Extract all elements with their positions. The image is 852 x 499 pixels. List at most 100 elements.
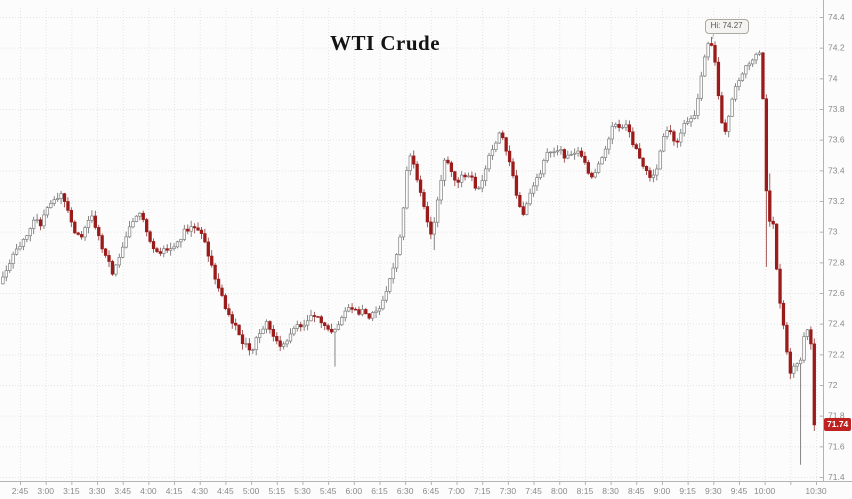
candle-body-down [627, 124, 632, 133]
candlestick [377, 305, 382, 316]
candlestick [590, 171, 594, 179]
candle-body-up [117, 256, 121, 266]
candlestick [333, 328, 337, 367]
candle-body-up [542, 160, 546, 175]
candlestick [644, 165, 649, 176]
candle-body-up [569, 153, 573, 156]
y-axis-tick-label: 73.2 [828, 196, 845, 206]
candlestick [90, 210, 94, 224]
candle-body-up [189, 226, 193, 232]
candle-body-down [771, 220, 775, 225]
grid-lines [0, 8, 823, 481]
candle-body-down [470, 175, 474, 178]
candle-body-up [124, 236, 128, 248]
candle-body-down [103, 248, 108, 256]
y-axis-tick-label: 72.6 [828, 288, 845, 298]
candlestick [69, 207, 74, 227]
candlestick [641, 157, 645, 169]
candle-body-up [566, 154, 570, 159]
candle-body-up [162, 248, 166, 254]
candlestick [429, 216, 433, 240]
candle-body-up [696, 97, 700, 116]
candle-body-up [792, 365, 796, 374]
candle-body-up [254, 337, 258, 351]
candle-body-up [699, 75, 703, 99]
x-axis-tick-label: 6:30 [397, 486, 414, 496]
candle-body-up [258, 333, 262, 339]
candlestick [227, 303, 231, 317]
x-axis-tick-label: 9:30 [705, 486, 722, 496]
candle-body-up [405, 170, 409, 209]
candle-body-down [774, 223, 779, 270]
candlestick [38, 217, 43, 231]
candle-body-down [216, 278, 221, 289]
candlestick [237, 324, 241, 336]
candle-body-down [227, 308, 231, 315]
candlestick [812, 338, 816, 431]
candlestick [418, 175, 423, 197]
candlestick [340, 315, 344, 327]
candle-body-up [134, 215, 139, 222]
candlestick [792, 363, 796, 378]
candlestick [93, 210, 97, 230]
candle-body-up [525, 203, 529, 215]
candle-body-up [466, 175, 471, 178]
candlestick [196, 222, 200, 231]
candlestick [4, 265, 8, 282]
candle-body-down [514, 175, 519, 196]
candlestick [442, 157, 447, 187]
candle-body-down [326, 325, 330, 330]
candle-body-up [374, 310, 378, 313]
candle-body-down [93, 215, 97, 228]
candle-body-up [8, 263, 12, 271]
candle-body-up [127, 226, 132, 238]
candle-body-up [305, 320, 310, 326]
candlestick [668, 124, 673, 135]
candle-body-up [685, 121, 690, 124]
candlestick [309, 309, 313, 322]
candle-body-down [247, 343, 252, 351]
candle-body-up [360, 309, 365, 315]
candle-body-down [675, 140, 679, 143]
candle-body-down [364, 309, 368, 315]
candle-body-down [463, 174, 467, 178]
candlestick [398, 234, 402, 256]
candle-body-up [706, 43, 710, 58]
candlestick [49, 200, 53, 209]
candlestick [785, 322, 789, 355]
candlestick [323, 321, 327, 331]
candlestick [555, 145, 560, 156]
x-axis-tick-label: 5:15 [269, 486, 286, 496]
candle-body-up [86, 219, 91, 228]
candle-body-down [278, 340, 282, 347]
candlestick [162, 245, 166, 258]
candle-body-up [168, 248, 173, 251]
candle-body-up [49, 203, 53, 208]
x-axis-tick-label: 8:00 [551, 486, 568, 496]
candlestick [439, 174, 443, 205]
candlestick [350, 303, 354, 314]
candlestick [216, 273, 221, 292]
candle-body-down [634, 144, 638, 150]
x-axis-tick-label: 4:45 [217, 486, 234, 496]
x-axis-tick-label: 7:15 [474, 486, 491, 496]
candle-body-down [668, 130, 673, 133]
candlestick [381, 295, 385, 311]
candle-body-down [583, 155, 587, 163]
candlestick [172, 243, 176, 251]
candlestick [360, 304, 365, 317]
candlestick [802, 332, 806, 363]
candlestick [514, 169, 519, 199]
candle-body-down [158, 251, 163, 254]
x-axis-tick-label: 8:15 [577, 486, 594, 496]
candlestick [607, 136, 611, 155]
candlestick [648, 167, 652, 182]
candlestick [634, 142, 638, 150]
candlestick [107, 250, 111, 267]
candle-body-down [641, 157, 645, 167]
candle-body-up [333, 329, 337, 333]
y-axis-tick-label: 71.4 [828, 472, 845, 482]
candle-body-up [747, 63, 751, 67]
hi-annotation-pointer [712, 32, 714, 39]
